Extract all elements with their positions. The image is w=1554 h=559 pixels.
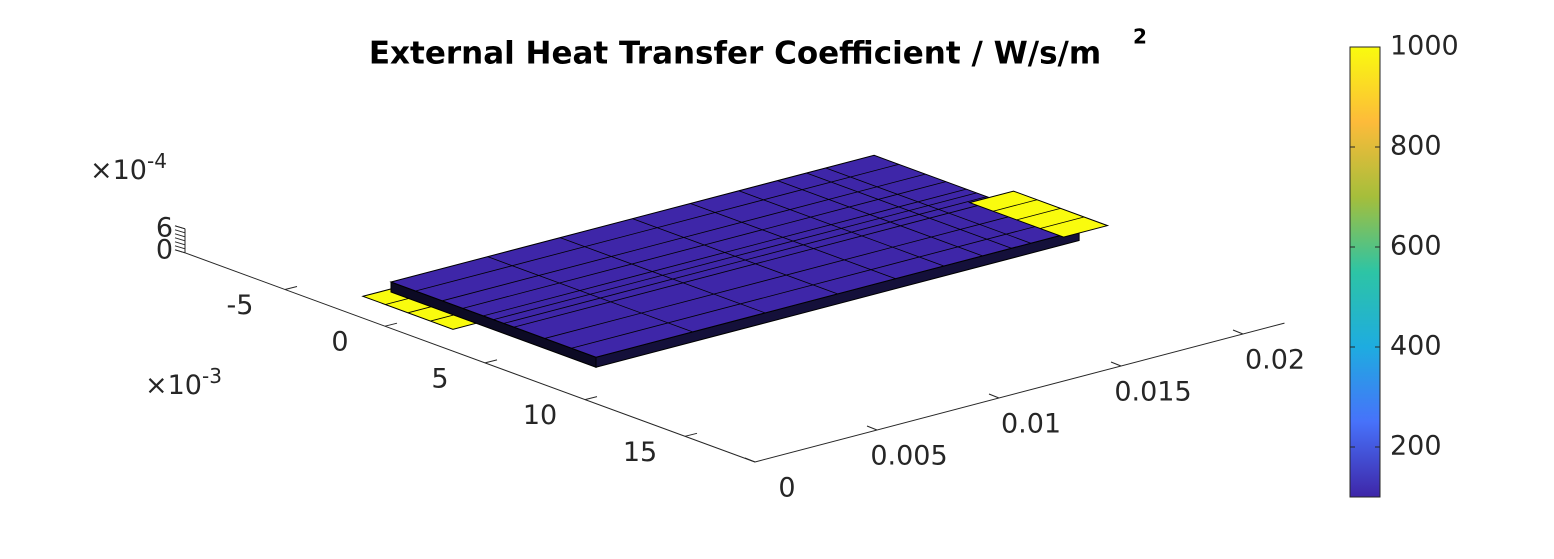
z-tick-label: 0 (156, 234, 173, 265)
mesh-line (493, 192, 977, 321)
y-tick (284, 286, 298, 290)
z-minor-tick (174, 237, 186, 242)
colorbar-tick-label: 600 (1390, 231, 1442, 262)
y-tick-label: -5 (227, 290, 254, 321)
x-tick (1232, 329, 1244, 335)
z-tick-label: 6 (156, 212, 173, 243)
mesh-line (483, 188, 967, 317)
x-tick-label: 0.01 (1001, 408, 1061, 439)
colorbar-tick-label: 200 (1390, 431, 1442, 462)
x-tick-label: 0 (778, 472, 795, 503)
y-axis (184, 252, 756, 463)
title-superscript: 2 (1133, 25, 1147, 49)
y-exponent: ×10-3 (145, 364, 222, 401)
mesh-line (1016, 207, 1061, 221)
z-minor-tick (174, 233, 186, 238)
mesh-line (462, 181, 946, 309)
mesh-line (415, 163, 899, 292)
colorbar-tick-label: 400 (1390, 331, 1442, 362)
z-minor-tick (174, 229, 186, 234)
chart-title: External Heat Transfer Coefficient / W/s… (369, 36, 1101, 72)
x-axis (754, 322, 1285, 463)
y-exponent-power: -3 (202, 364, 222, 388)
mesh-line (442, 173, 926, 302)
y-tick (684, 432, 698, 437)
z-tick (174, 225, 186, 230)
y-tick-label: 15 (623, 437, 657, 468)
x-tick (988, 393, 1000, 399)
y-tick (484, 359, 498, 364)
mesh-line (503, 196, 987, 324)
z-minor-tick (174, 241, 186, 246)
mesh-line (571, 221, 1055, 349)
x-tick (1110, 361, 1122, 367)
z-minor-tick (174, 245, 186, 250)
colorbar-tick-label: 1000 (1390, 31, 1459, 62)
x-tick-label: 0.02 (1245, 344, 1305, 375)
y-tick (584, 396, 598, 401)
colorbar (1349, 46, 1381, 498)
y-exponent-base: ×10 (145, 370, 202, 401)
y-tick-label: 5 (431, 363, 448, 394)
mesh-line (513, 200, 998, 328)
colorbar-tick-label: 800 (1390, 131, 1442, 162)
x-tick-label: 0.015 (1114, 376, 1191, 407)
y-tick (384, 322, 398, 327)
mesh-line (544, 211, 1028, 339)
x-tick (866, 425, 878, 431)
mesh-line (1039, 216, 1085, 229)
z-exponent: ×10-4 (90, 149, 167, 186)
y-tick-label: 0 (331, 327, 348, 358)
z-exponent-base: ×10 (90, 155, 147, 186)
x-tick-label: 0.005 (870, 440, 947, 471)
x-tick (744, 457, 756, 463)
z-exponent-power: -4 (147, 149, 167, 173)
mesh-line (992, 199, 1038, 212)
z-tick (174, 249, 186, 254)
y-tick-label: 10 (523, 400, 557, 431)
